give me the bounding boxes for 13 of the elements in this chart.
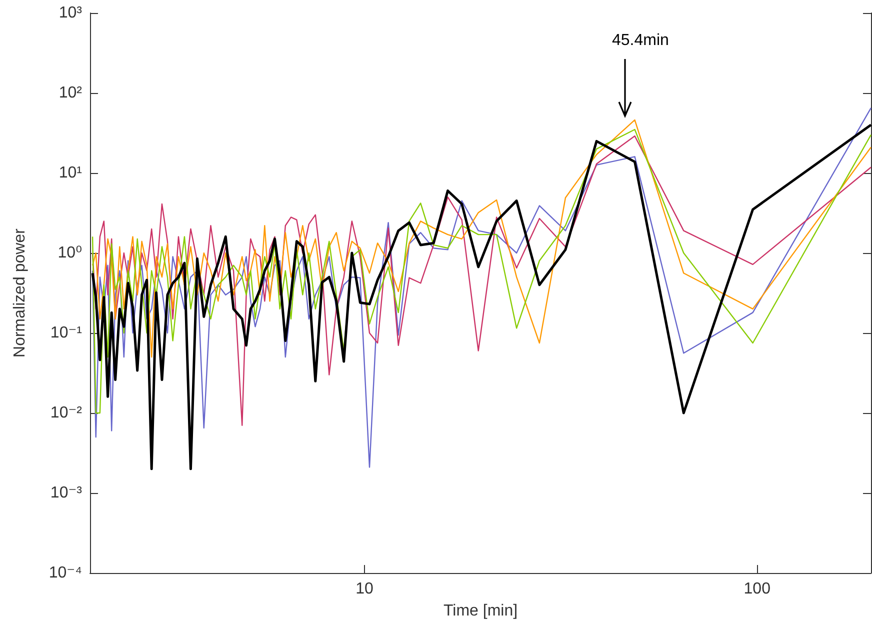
- y-tick-label: 10⁻²: [50, 404, 83, 422]
- y-tick-label: 10⁻⁴: [48, 564, 82, 582]
- x-tick-label: 10: [356, 580, 374, 598]
- y-tick-label: 10⁻³: [50, 484, 83, 502]
- y-tick-label: 10²: [58, 84, 83, 102]
- x-tick-label: 100: [744, 580, 771, 598]
- x-axis-title: Time [min]: [443, 602, 518, 620]
- annotation: 45.4min: [612, 32, 669, 50]
- y-tick-label: 10⁰: [58, 244, 82, 262]
- y-tick-label: 10¹: [58, 164, 82, 182]
- y-tick-label: 10⁻¹: [50, 324, 82, 342]
- y-tick-label: 10³: [58, 4, 83, 22]
- y-axis-title: Normalized power: [12, 228, 28, 358]
